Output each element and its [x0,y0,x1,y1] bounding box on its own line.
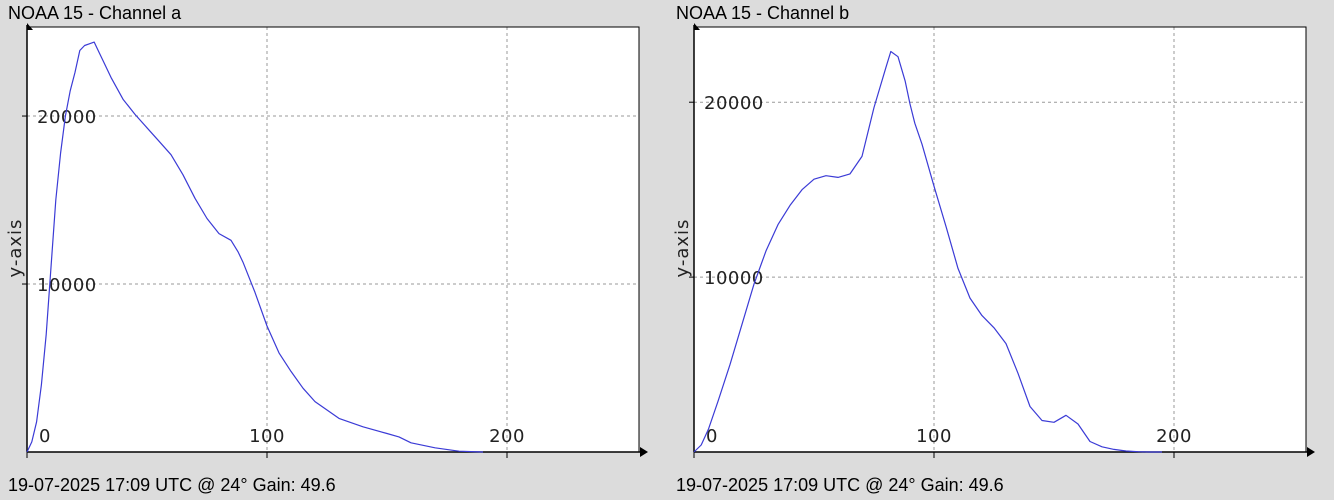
x-tick-label: 100 [249,426,285,447]
x-tick-label: 200 [1156,426,1192,447]
chart-b: 0 100 200 10000 20000 y-axis [672,23,1315,458]
y-tick-label: 10000 [37,275,97,296]
y-axis-label: y-axis [5,219,26,278]
chart-title: NOAA 15 - Channel b [676,3,850,23]
y-tick-label: 20000 [37,107,97,128]
plot-border [694,26,1307,452]
x-tick-label: 0 [706,426,718,447]
chart-title: NOAA 15 - Channel a [8,3,182,23]
chart-a: 0 100 200 10000 20000 y-axis [5,23,648,458]
x-axis-arrow-icon [640,447,648,457]
series-line [26,41,484,453]
x-axis-arrow-icon [1307,447,1315,457]
plot-border [27,26,640,452]
y-tick-label: 10000 [704,268,764,289]
x-tick-label: 100 [916,426,952,447]
y-tick-label: 20000 [704,93,764,114]
plot-area [694,27,1306,452]
chart-footer: 19-07-2025 17:09 UTC @ 24° Gain: 49.6 [8,475,336,495]
plot-area [27,27,639,452]
x-tick-label: 200 [489,426,525,447]
y-axis-arrow-icon [27,23,33,30]
y-axis-label: y-axis [672,219,693,278]
chart-footer: 19-07-2025 17:09 UTC @ 24° Gain: 49.6 [676,475,1004,495]
x-tick-label: 0 [39,426,51,447]
y-axis-arrow-icon [694,23,700,30]
series-line [693,50,1162,453]
